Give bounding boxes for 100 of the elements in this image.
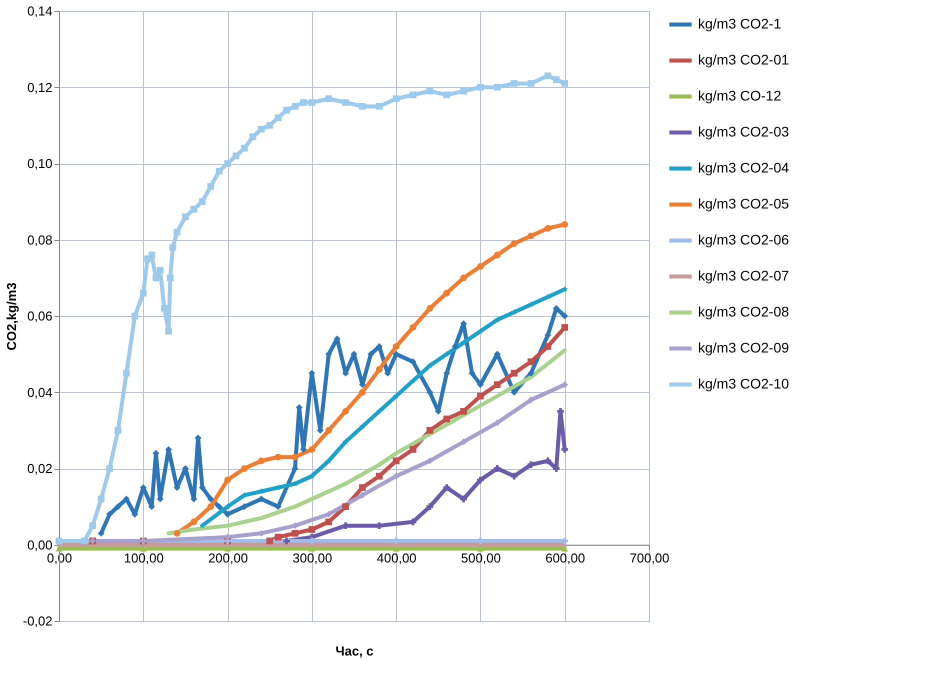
point	[426, 458, 434, 464]
point	[494, 316, 500, 323]
point	[266, 122, 274, 129]
point	[224, 546, 231, 552]
point	[392, 472, 400, 480]
point	[494, 381, 501, 388]
point	[544, 224, 552, 232]
point	[562, 286, 568, 292]
point	[528, 232, 534, 240]
point	[216, 168, 222, 174]
point	[443, 290, 450, 296]
point	[283, 538, 290, 544]
point	[359, 388, 366, 396]
point	[292, 454, 298, 460]
point	[528, 358, 534, 366]
point	[308, 446, 316, 453]
point	[325, 518, 332, 526]
x-tick-label: 200,00	[208, 550, 248, 566]
point	[283, 106, 290, 114]
point	[561, 546, 568, 552]
point	[544, 343, 552, 350]
point	[274, 534, 282, 540]
point	[174, 228, 180, 236]
point	[460, 438, 467, 446]
point	[460, 274, 467, 282]
y-tick-label: 0,00	[27, 537, 52, 552]
point	[224, 534, 231, 540]
line-series	[166, 348, 567, 536]
legend-label: kg/m3 CO2-08	[698, 304, 790, 320]
point	[528, 80, 534, 87]
point	[368, 350, 374, 358]
point	[410, 324, 416, 331]
point	[510, 472, 518, 480]
point	[359, 492, 366, 499]
point	[359, 102, 366, 110]
point	[80, 538, 88, 544]
legend-label: kg/m3 CO2-09	[698, 340, 790, 356]
point	[376, 366, 383, 373]
point	[494, 465, 501, 472]
x-tick-label: 500,00	[461, 550, 501, 566]
legend-label: kg/m3 CO2-03	[698, 124, 790, 140]
point	[410, 446, 416, 453]
point	[561, 80, 568, 87]
point	[392, 343, 400, 350]
point	[106, 465, 113, 472]
point	[308, 99, 316, 106]
point	[528, 370, 534, 377]
point	[452, 343, 458, 350]
point	[443, 484, 450, 491]
point	[477, 476, 484, 484]
legend-label: kg/m3 CO2-10	[698, 376, 790, 392]
point	[510, 370, 518, 377]
y-tick-label: 0,08	[27, 232, 52, 248]
point	[161, 305, 168, 312]
point	[426, 88, 434, 94]
point	[198, 198, 206, 205]
point	[106, 510, 113, 518]
y-tick-label: 0,04	[27, 384, 52, 400]
legend-label: kg/m3 CO2-05	[698, 196, 790, 212]
point	[477, 84, 484, 91]
point	[224, 510, 231, 518]
point	[426, 388, 434, 396]
point	[342, 503, 349, 510]
point	[190, 518, 198, 526]
point	[224, 160, 231, 167]
point	[510, 308, 518, 315]
point	[308, 546, 316, 552]
point	[165, 328, 172, 335]
point	[410, 358, 416, 366]
point	[274, 454, 282, 460]
point	[561, 324, 568, 331]
point	[174, 530, 180, 537]
y-tick-label: 0,12	[27, 80, 52, 95]
point	[460, 496, 467, 502]
y-tick-label: 0,02	[27, 461, 52, 476]
point	[258, 458, 265, 464]
point	[392, 546, 400, 552]
point	[114, 503, 122, 510]
x-tick-label: 300,00	[292, 550, 332, 566]
point	[426, 503, 434, 510]
legend-label: kg/m3 CO2-04	[698, 160, 790, 176]
point	[132, 312, 138, 320]
point	[426, 427, 434, 434]
point	[258, 126, 265, 133]
point	[528, 396, 534, 404]
point	[308, 526, 316, 533]
point	[392, 458, 400, 464]
point	[510, 240, 518, 247]
point	[359, 484, 366, 491]
point	[376, 472, 383, 480]
point	[561, 312, 568, 320]
x-tick-label: 600,00	[545, 550, 586, 566]
point	[494, 419, 501, 426]
point	[207, 496, 214, 502]
point	[325, 95, 332, 102]
legend-label: kg/m3 CO2-01	[698, 52, 790, 68]
point	[325, 427, 332, 434]
point	[250, 133, 256, 140]
line-series	[199, 286, 568, 528]
point	[561, 221, 568, 228]
